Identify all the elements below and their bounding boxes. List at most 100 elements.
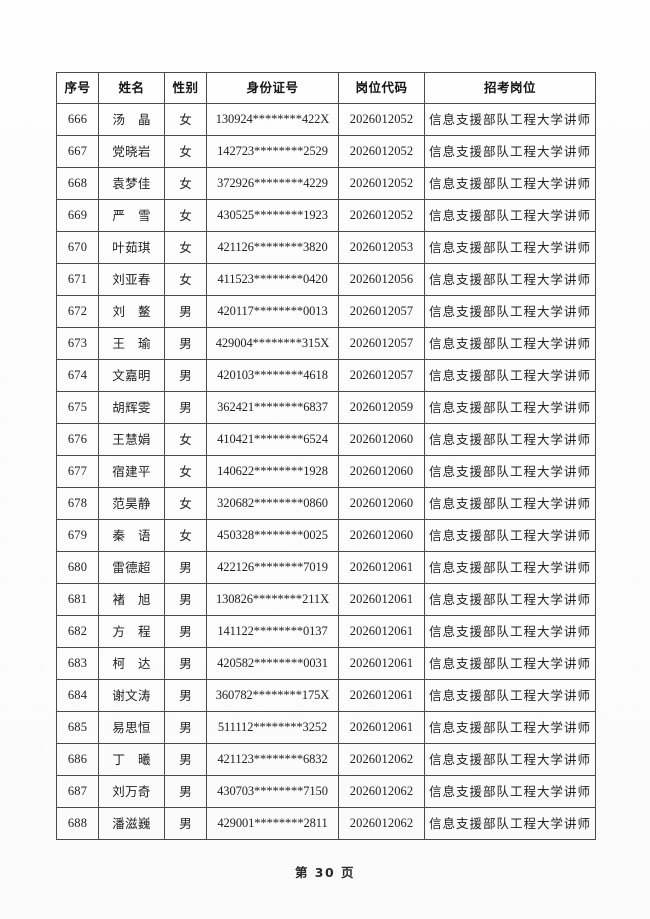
cell-name: 胡辉雯: [98, 391, 165, 424]
cell-id: 420582********0031: [206, 647, 339, 680]
table-row: 671 刘亚春女 411523********0420 2026012056 信息支援部…: [56, 263, 596, 296]
cell-seq: 685: [56, 711, 99, 744]
cell-sex: 女: [164, 487, 207, 520]
cell-seq: 677: [56, 455, 99, 488]
column-header-post: 招考岗位: [424, 72, 596, 104]
cell-code: 2026012062: [338, 775, 425, 808]
roster-table: 序号 姓名 性别 身份证号 岗位代码 招考岗位 666 汤 晶女 130924***…: [56, 72, 596, 840]
cell-seq: 684: [56, 679, 99, 712]
table-row: 672 刘 鳌男 420117********0013 2026012057 信息支援部…: [56, 295, 596, 328]
table-row: 675 胡辉雯男 362421********6837 2026012059 信息支援部…: [56, 391, 596, 424]
cell-seq: 668: [56, 167, 99, 200]
cell-seq: 666: [56, 103, 99, 136]
cell-code: 2026012057: [338, 295, 425, 328]
cell-code: 2026012052: [338, 167, 425, 200]
cell-name: 雷德超: [98, 551, 165, 584]
cell-seq: 667: [56, 135, 99, 168]
cell-name: 褚 旭: [98, 583, 165, 616]
cell-post: 信息支援部队工程大学讲师: [424, 391, 596, 424]
cell-post: 信息支援部队工程大学讲师: [424, 359, 596, 392]
table-body: 666 汤 晶女 130924********422X 2026012052 信息支援部…: [56, 103, 596, 840]
cell-id: 429004********315X: [206, 327, 339, 360]
cell-sex: 男: [164, 551, 207, 584]
cell-sex: 女: [164, 519, 207, 552]
table-row: 682 方 程男 141122********0137 2026012061 信息支援部…: [56, 615, 596, 648]
cell-sex: 男: [164, 615, 207, 648]
table-row: 670 叶茹琪女 421126********3820 2026012053 信息支援部…: [56, 231, 596, 264]
cell-sex: 男: [164, 807, 207, 840]
cell-seq: 687: [56, 775, 99, 808]
cell-seq: 669: [56, 199, 99, 232]
cell-sex: 女: [164, 199, 207, 232]
cell-post: 信息支援部队工程大学讲师: [424, 327, 596, 360]
cell-sex: 男: [164, 583, 207, 616]
cell-id: 130924********422X: [206, 103, 339, 136]
cell-code: 2026012060: [338, 423, 425, 456]
cell-name: 刘亚春: [98, 263, 165, 296]
cell-name: 方 程: [98, 615, 165, 648]
cell-sex: 男: [164, 679, 207, 712]
cell-name: 刘万奇: [98, 775, 165, 808]
table-row: 678 范昊静女 320682********0860 2026012060 信息支援部…: [56, 487, 596, 520]
table-row: 684 谢文涛男 360782********175X 2026012061 信息支援部…: [56, 679, 596, 712]
cell-id: 140622********1928: [206, 455, 339, 488]
cell-id: 430703********7150: [206, 775, 339, 808]
table-row: 674 文嘉明男 420103********4618 2026012057 信息支援部…: [56, 359, 596, 392]
cell-seq: 680: [56, 551, 99, 584]
cell-name: 秦 语: [98, 519, 165, 552]
cell-seq: 675: [56, 391, 99, 424]
cell-id: 421123********6832: [206, 743, 339, 776]
table-row: 687 刘万奇男 430703********7150 2026012062 信息支援部…: [56, 775, 596, 808]
cell-name: 叶茹琪: [98, 231, 165, 264]
column-header-seq: 序号: [56, 72, 99, 104]
roster-table-container: 序号 姓名 性别 身份证号 岗位代码 招考岗位 666 汤 晶女 130924***…: [56, 72, 596, 840]
cell-name: 范昊静: [98, 487, 165, 520]
cell-name: 王慧娟: [98, 423, 165, 456]
cell-post: 信息支援部队工程大学讲师: [424, 455, 596, 488]
cell-seq: 686: [56, 743, 99, 776]
cell-sex: 男: [164, 391, 207, 424]
cell-sex: 女: [164, 263, 207, 296]
column-header-id: 身份证号: [206, 72, 339, 104]
cell-post: 信息支援部队工程大学讲师: [424, 711, 596, 744]
cell-post: 信息支援部队工程大学讲师: [424, 615, 596, 648]
cell-name: 柯 达: [98, 647, 165, 680]
cell-id: 130826********211X: [206, 583, 339, 616]
cell-code: 2026012059: [338, 391, 425, 424]
cell-name: 袁梦佳: [98, 167, 165, 200]
cell-name: 潘滋巍: [98, 807, 165, 840]
cell-id: 410421********6524: [206, 423, 339, 456]
cell-code: 2026012060: [338, 487, 425, 520]
cell-code: 2026012061: [338, 615, 425, 648]
cell-sex: 女: [164, 135, 207, 168]
cell-post: 信息支援部队工程大学讲师: [424, 199, 596, 232]
cell-post: 信息支援部队工程大学讲师: [424, 295, 596, 328]
cell-code: 2026012057: [338, 327, 425, 360]
cell-id: 362421********6837: [206, 391, 339, 424]
cell-sex: 女: [164, 167, 207, 200]
cell-code: 2026012060: [338, 519, 425, 552]
cell-id: 320682********0860: [206, 487, 339, 520]
cell-seq: 674: [56, 359, 99, 392]
cell-code: 2026012062: [338, 743, 425, 776]
cell-code: 2026012061: [338, 551, 425, 584]
cell-sex: 男: [164, 327, 207, 360]
table-row: 683 柯 达男 420582********0031 2026012061 信息支援部…: [56, 647, 596, 680]
table-row: 679 秦 语女 450328********0025 2026012060 信息支援部…: [56, 519, 596, 552]
cell-post: 信息支援部队工程大学讲师: [424, 263, 596, 296]
cell-post: 信息支援部队工程大学讲师: [424, 519, 596, 552]
cell-seq: 678: [56, 487, 99, 520]
cell-id: 142723********2529: [206, 135, 339, 168]
cell-id: 422126********7019: [206, 551, 339, 584]
page-number-footer: 第 30 页: [294, 865, 356, 880]
table-row: 668 袁梦佳女 372926********4229 2026012052 信息支援部…: [56, 167, 596, 200]
table-row: 673 王 瑜男 429004********315X 2026012057 信息支援部…: [56, 327, 596, 360]
column-header-code: 岗位代码: [338, 72, 425, 104]
cell-seq: 670: [56, 231, 99, 264]
cell-code: 2026012052: [338, 199, 425, 232]
cell-id: 360782********175X: [206, 679, 339, 712]
table-header-row: 序号 姓名 性别 身份证号 岗位代码 招考岗位: [56, 72, 596, 104]
cell-post: 信息支援部队工程大学讲师: [424, 487, 596, 520]
cell-seq: 676: [56, 423, 99, 456]
